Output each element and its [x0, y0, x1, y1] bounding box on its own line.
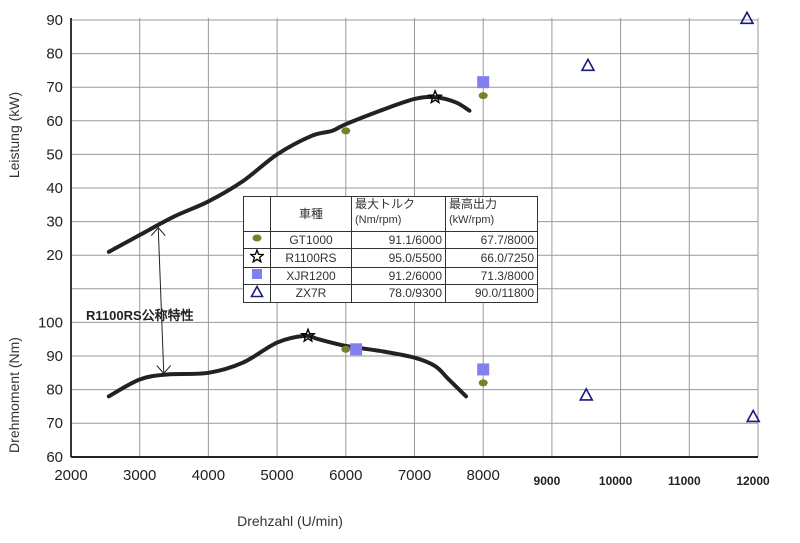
- x-tick: 10000: [599, 474, 633, 488]
- x-tick: 12000: [736, 474, 770, 488]
- annotation-arrow: [157, 228, 165, 373]
- dot-icon: [252, 234, 262, 242]
- square-icon: [252, 269, 262, 279]
- legend-header-model: 車種: [270, 196, 352, 232]
- power-curve: [106, 94, 472, 254]
- marker-dot-GT1000: [478, 92, 488, 100]
- y-axis-label-power: Leistung (kW): [6, 92, 22, 178]
- markers: [299, 10, 761, 423]
- triangle-icon: [250, 284, 264, 298]
- y-tick-power: 80: [46, 46, 63, 63]
- legend-row-zx7r: ZX7R 78.0/9300 90.0/11800: [243, 284, 538, 303]
- x-tick: 11000: [668, 474, 701, 488]
- legend-table: 車種 最大トルク (Nm/rpm) 最高出力 (kW/rpm) GT1000 91.1…: [243, 196, 538, 303]
- y-tick-torque: 70: [46, 415, 63, 432]
- y-tick-torque: 90: [46, 348, 63, 365]
- marker-square-XJR1200: [350, 343, 363, 356]
- arrowhead-up: [150, 226, 166, 236]
- legend-header-power: 最高出力 (kW/rpm): [445, 196, 538, 232]
- y-tick-torque: 60: [46, 449, 63, 466]
- marker-star-R1100RS: [427, 88, 444, 105]
- y-tick-power: 50: [46, 146, 63, 163]
- marker-triangle-ZX7R: [580, 57, 596, 72]
- legend-row-r1100rs: R1100RS 95.0/5500 66.0/7250: [243, 248, 538, 268]
- marker-square-XJR1200: [477, 363, 490, 376]
- x-tick: 6000: [329, 467, 362, 484]
- marker-square-XJR1200: [477, 76, 490, 89]
- y-axis-label-torque: Drehmoment (Nm): [6, 337, 22, 453]
- legend-header-symbol: [243, 196, 271, 232]
- y-tick-power: 40: [46, 180, 63, 197]
- x-tick: 9000: [534, 474, 561, 488]
- x-tick: 3000: [123, 467, 156, 484]
- y-tick-power: 70: [46, 79, 63, 96]
- x-tick: 5000: [260, 467, 293, 484]
- marker-star-R1100RS: [299, 327, 317, 343]
- arrowhead-down: [156, 365, 172, 375]
- marker-dot-GT1000: [341, 127, 351, 135]
- y-tick-power: 90: [46, 12, 63, 29]
- star-icon: [248, 248, 266, 264]
- x-axis-label: Drehzahl (U/min): [237, 513, 343, 529]
- marker-dot-GT1000: [478, 379, 488, 387]
- annotation-label: R1100RS公称特性: [86, 308, 194, 323]
- legend-row-gt1000: GT1000 91.1/6000 67.7/8000: [243, 231, 538, 249]
- y-tick-torque: 80: [46, 382, 63, 399]
- marker-triangle-ZX7R: [578, 387, 594, 401]
- x-tick: 2000: [54, 467, 87, 484]
- legend-header-torque: 最大トルク (Nm/rpm): [351, 196, 446, 232]
- marker-dot-GT1000: [341, 345, 351, 353]
- x-tick: 8000: [467, 467, 500, 484]
- marker-triangle-ZX7R: [739, 10, 755, 25]
- legend-row-xjr1200: XJR1200 91.2/6000 71.3/8000: [243, 267, 538, 285]
- y-tick-power: 30: [46, 214, 63, 231]
- x-tick: 4000: [192, 467, 225, 484]
- y-tick-power: 20: [46, 247, 63, 264]
- x-tick: 7000: [398, 467, 431, 484]
- y-tick-torque: 100: [38, 314, 63, 331]
- marker-triangle-ZX7R: [745, 408, 761, 423]
- y-tick-power: 60: [46, 113, 63, 130]
